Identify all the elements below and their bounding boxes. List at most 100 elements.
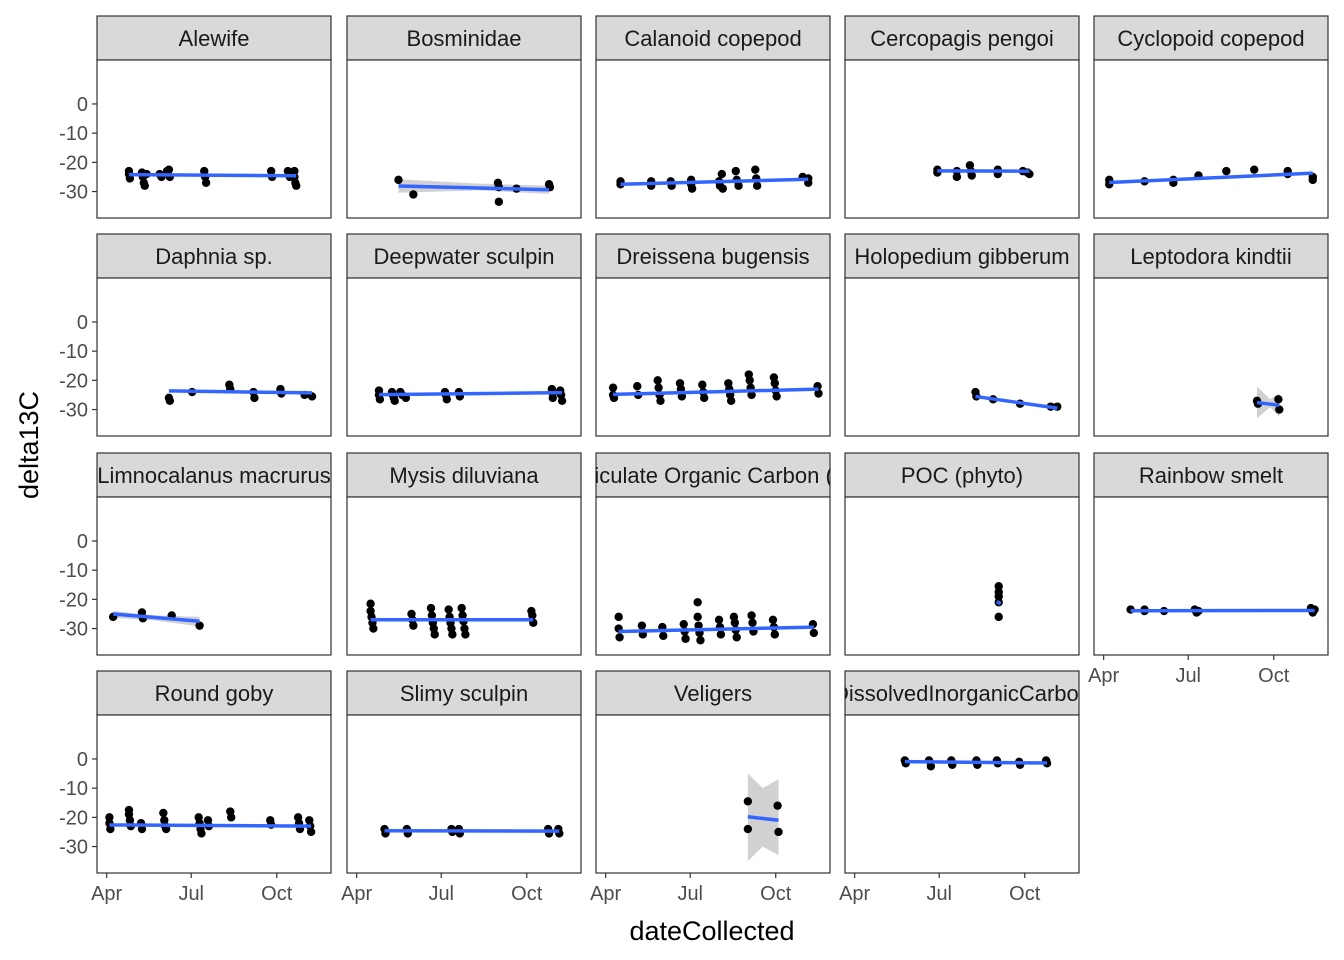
panel-border bbox=[844, 59, 1080, 219]
panel-plot-area bbox=[900, 756, 1052, 771]
fit-line bbox=[1109, 171, 1313, 185]
data-point bbox=[994, 592, 1003, 601]
x-tick-label: Oct bbox=[261, 883, 293, 905]
data-point bbox=[557, 396, 567, 405]
data-point bbox=[743, 824, 753, 834]
data-point bbox=[105, 813, 114, 822]
data-point bbox=[1308, 175, 1317, 185]
x-tick-label: Oct bbox=[1009, 883, 1041, 905]
data-point bbox=[994, 582, 1003, 591]
facet-strip-label: Rainbow smelt bbox=[1139, 463, 1283, 488]
data-point bbox=[814, 389, 823, 398]
data-point bbox=[952, 172, 962, 182]
panel-border bbox=[844, 496, 1080, 656]
y-tick-label: -10 bbox=[59, 560, 88, 582]
panel-background bbox=[347, 715, 581, 873]
facet-strip-label: Holopedium gibberum bbox=[854, 244, 1069, 269]
data-point bbox=[457, 603, 466, 613]
fit-line bbox=[128, 172, 297, 178]
data-point bbox=[694, 621, 703, 630]
facet-panel: Calanoid copepod bbox=[595, 15, 831, 219]
facet-panels: Alewife Bosminidae Calanoid copepod Cercopa… bbox=[96, 15, 1329, 874]
x-tick-label: Apr bbox=[590, 883, 621, 905]
data-point bbox=[1222, 166, 1231, 176]
facet-strip bbox=[96, 452, 332, 498]
y-tick-label: 0 bbox=[77, 749, 88, 771]
facet-strip-label: Calanoid copepod bbox=[624, 26, 801, 51]
facet-strip bbox=[96, 15, 332, 61]
panel-border bbox=[346, 714, 582, 874]
facet-strip bbox=[595, 670, 831, 716]
data-point bbox=[1042, 759, 1052, 768]
panel-background bbox=[596, 278, 830, 436]
facet-strip-label: Veligers bbox=[674, 681, 752, 706]
data-point bbox=[732, 633, 741, 642]
x-tick-label: Jul bbox=[677, 883, 703, 905]
data-point bbox=[747, 390, 756, 400]
data-point bbox=[654, 383, 663, 392]
panel-plot-area bbox=[105, 805, 316, 838]
facet-strip bbox=[346, 452, 582, 498]
data-point bbox=[731, 166, 740, 176]
data-point bbox=[656, 396, 665, 405]
data-point bbox=[714, 615, 724, 624]
data-point bbox=[768, 615, 778, 624]
data-point bbox=[615, 633, 624, 642]
data-point bbox=[696, 636, 705, 645]
data-point bbox=[292, 181, 301, 190]
data-point bbox=[197, 829, 206, 838]
data-point bbox=[633, 382, 642, 391]
facet-strip bbox=[595, 452, 831, 498]
y-tick-label: -10 bbox=[59, 778, 88, 800]
data-point bbox=[994, 612, 1003, 622]
facet-panel: POC (phyto) bbox=[844, 452, 1080, 656]
data-point bbox=[409, 621, 418, 630]
panel-plot-area bbox=[1105, 165, 1317, 189]
panel-plot-area bbox=[108, 608, 204, 630]
panel-border bbox=[96, 277, 332, 437]
fit-line bbox=[618, 625, 814, 634]
facet-strip-label: DissolvedInorganicCarbon bbox=[833, 681, 1091, 706]
x-tick-label: Oct bbox=[511, 883, 543, 905]
data-point bbox=[106, 824, 115, 834]
fit-line bbox=[378, 390, 563, 397]
y-tick-label: -20 bbox=[59, 589, 88, 611]
facet-panel: Round goby bbox=[96, 670, 332, 874]
data-point bbox=[748, 618, 757, 627]
x-tick-label: Jul bbox=[1175, 665, 1201, 687]
data-point bbox=[426, 603, 436, 613]
facet-panel: Cercopagis pengoi bbox=[844, 15, 1080, 219]
panel-plot-area bbox=[1126, 603, 1319, 617]
panel-border bbox=[1093, 59, 1329, 219]
panel-background bbox=[845, 278, 1079, 436]
data-point bbox=[770, 630, 780, 639]
fit-line bbox=[113, 612, 200, 624]
facet-strip-label: Cercopagis pengoi bbox=[870, 26, 1053, 51]
panel-plot-area bbox=[616, 165, 813, 193]
data-point bbox=[637, 621, 647, 630]
data-point bbox=[718, 184, 727, 193]
panel-plot-area bbox=[1252, 386, 1284, 419]
y-tick-label: -20 bbox=[59, 807, 88, 829]
data-point bbox=[773, 801, 782, 810]
panel-border bbox=[595, 714, 831, 874]
facet-panel: Leptodora kindtii bbox=[1093, 233, 1329, 437]
fit-line bbox=[168, 389, 313, 395]
panel-background bbox=[97, 278, 331, 436]
facet-strip bbox=[595, 15, 831, 61]
facet-strip-label: Cyclopoid copepod bbox=[1117, 26, 1304, 51]
data-point bbox=[743, 797, 753, 806]
panel-plot-area bbox=[380, 824, 564, 838]
data-point bbox=[1274, 395, 1283, 404]
data-point bbox=[745, 376, 754, 385]
data-point bbox=[770, 379, 780, 388]
x-tick-label: Apr bbox=[839, 883, 870, 905]
y-tick-label: -10 bbox=[59, 341, 88, 363]
data-point bbox=[659, 631, 668, 641]
panel-border bbox=[595, 59, 831, 219]
panel-plot-area bbox=[374, 384, 567, 405]
data-point bbox=[698, 380, 707, 389]
panel-background bbox=[845, 715, 1079, 873]
panel-border bbox=[96, 496, 332, 656]
data-point bbox=[201, 178, 211, 187]
